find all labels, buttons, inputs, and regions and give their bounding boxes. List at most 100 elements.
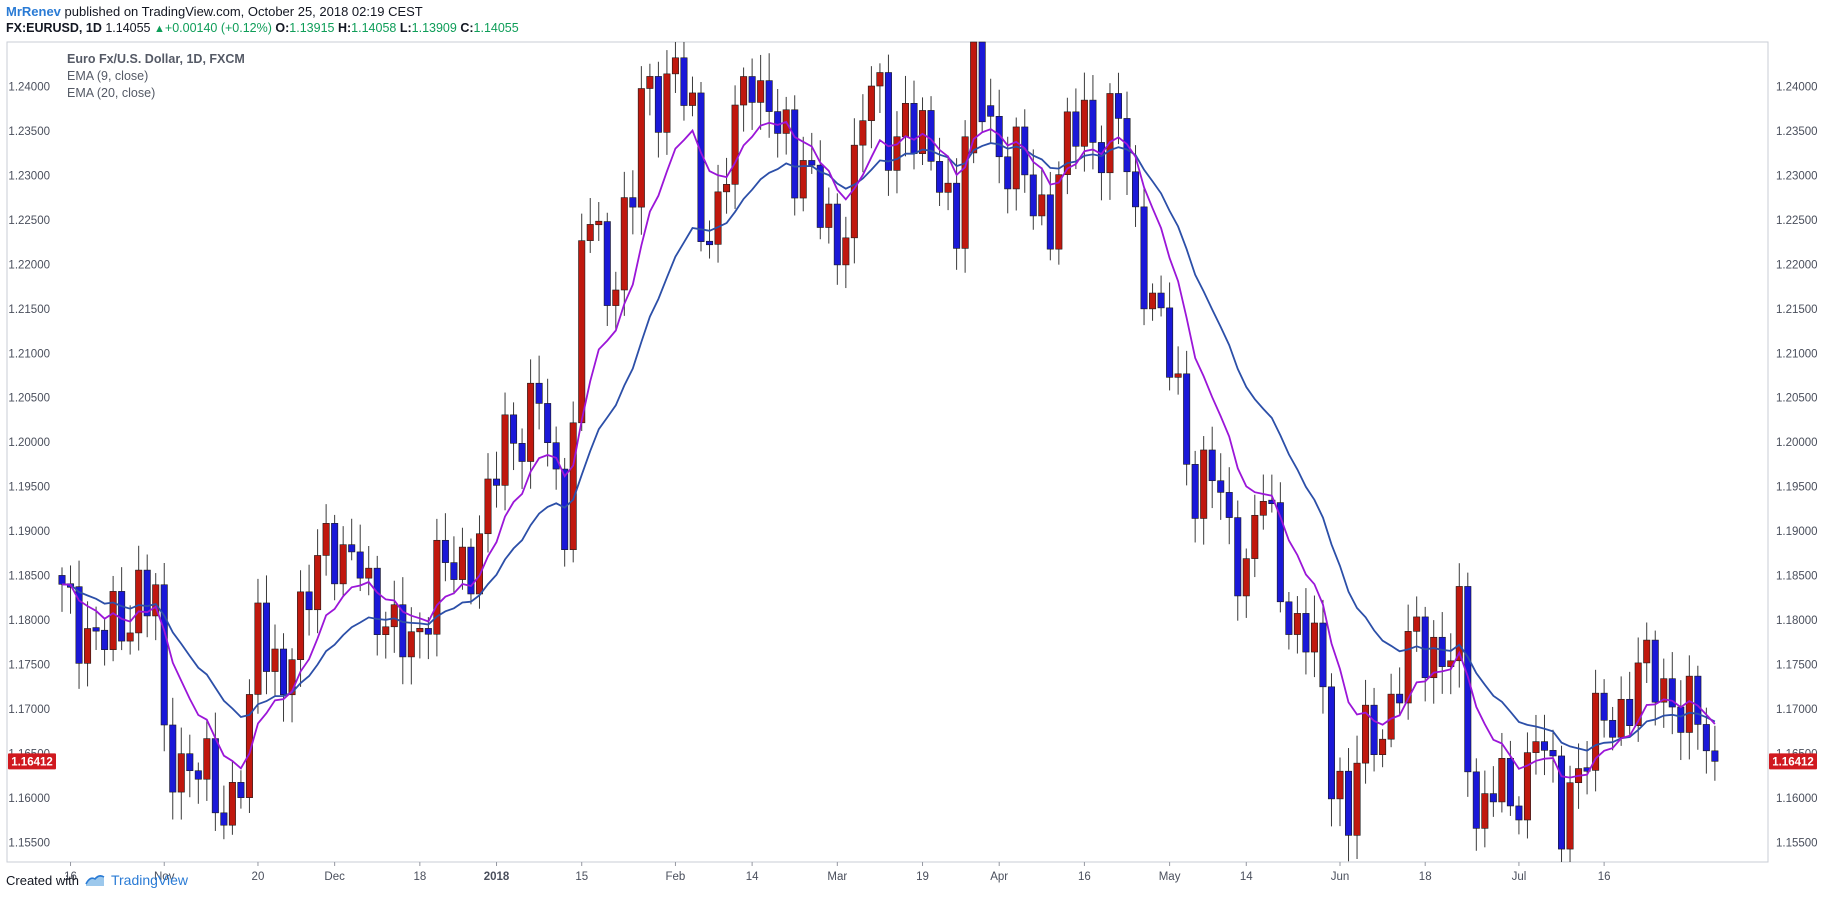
candle-down <box>169 724 177 793</box>
candle-up <box>944 182 952 193</box>
publish-line: MrRenev published on TradingView.com, Oc… <box>6 4 423 19</box>
candle-up <box>825 203 833 228</box>
y-tick-label-left: 1.20000 <box>8 437 50 449</box>
candle-up <box>1532 741 1540 753</box>
chart-legend: Euro Fx/U.S. Dollar, 1D, FXCM EMA (9, cl… <box>67 51 245 102</box>
candle-down <box>160 584 168 726</box>
candle-down <box>748 76 756 103</box>
candle-down <box>1558 755 1566 850</box>
candle-up <box>1523 752 1531 821</box>
y-tick-label-right: 1.16000 <box>1776 793 1818 805</box>
candle-up <box>458 546 466 580</box>
candle-down <box>706 240 714 246</box>
y-tick-label-left: 1.22000 <box>8 259 50 271</box>
candle-down <box>441 539 449 563</box>
tradingview-link[interactable]: TradingView <box>110 872 189 888</box>
low-label: L: <box>399 21 412 35</box>
candle-up <box>1310 622 1318 653</box>
candle-down <box>654 76 662 133</box>
candle-down <box>1702 724 1710 752</box>
candle-up <box>1251 514 1259 559</box>
candle-down <box>808 160 816 166</box>
candle-up <box>799 160 807 199</box>
candle-up <box>1336 770 1344 800</box>
candle-down <box>544 403 552 443</box>
candle-down <box>1626 698 1634 726</box>
y-tick-label-right: 1.19500 <box>1776 482 1818 494</box>
candle-down <box>561 468 569 550</box>
candle-down <box>884 72 892 171</box>
y-axis-left: 1.155001.160001.165001.170001.175001.180… <box>8 81 50 849</box>
candle-down <box>978 41 986 123</box>
candle-up <box>322 523 330 556</box>
x-tick-label: 16 <box>1078 871 1091 883</box>
candle-down <box>518 443 526 462</box>
candle-down <box>1668 678 1676 708</box>
candle-down <box>220 812 228 826</box>
y-tick-label-left: 1.22500 <box>8 215 50 227</box>
x-tick-label: 14 <box>1240 871 1253 883</box>
candle-up <box>365 567 373 579</box>
candle-down <box>1208 449 1216 482</box>
x-axis: 16 Nov 20 Dec 18 2018 15 Feb 14 Mar 19 Apr 16 May 14 Ju… <box>64 862 1611 883</box>
y-tick-label-right: 1.18500 <box>1776 571 1818 583</box>
footer: Created with TradingView <box>6 872 188 888</box>
candle-up <box>1379 738 1387 756</box>
candle-down <box>348 544 356 553</box>
candle-down <box>697 92 705 242</box>
candle-down <box>262 602 270 672</box>
y-tick-label-left: 1.23000 <box>8 170 50 182</box>
x-tick-label: Jul <box>1512 871 1527 883</box>
price-marker-left <box>8 753 56 770</box>
candle-down <box>1421 616 1429 679</box>
candle-down <box>936 161 944 193</box>
candle-up <box>1259 500 1267 516</box>
y-tick-label-left: 1.21000 <box>8 348 50 360</box>
candle-down <box>1609 719 1617 738</box>
candle-up <box>203 738 211 780</box>
candle-down <box>1166 307 1174 378</box>
candle-up <box>1404 631 1412 704</box>
candle-up <box>723 184 731 193</box>
candle-up <box>297 591 305 660</box>
candle-down <box>1276 502 1284 603</box>
candle-up <box>1242 558 1250 597</box>
y-tick-label-right: 1.22000 <box>1776 259 1818 271</box>
low-value: 1.13909 <box>411 21 457 35</box>
candle-down <box>493 478 501 486</box>
candle-down <box>1004 156 1012 190</box>
candle-up <box>245 694 253 798</box>
candle-up <box>1455 586 1463 662</box>
candle-down <box>1549 750 1557 757</box>
candle-down <box>816 164 824 228</box>
y-tick-label-left: 1.19500 <box>8 482 50 494</box>
y-tick-label-left: 1.21500 <box>8 304 50 316</box>
candle-up <box>126 632 134 642</box>
y-tick-label-right: 1.21000 <box>1776 348 1818 360</box>
candle-down <box>1370 704 1378 756</box>
candle-up <box>484 478 492 535</box>
price-marker-right <box>1769 753 1817 770</box>
y-tick-label-right: 1.20000 <box>1776 437 1818 449</box>
candle-down <box>1396 693 1404 704</box>
candle-down <box>1694 675 1702 725</box>
x-tick-label: 15 <box>575 871 588 883</box>
candle-down <box>118 591 126 642</box>
author-link[interactable]: MrRenev <box>6 4 61 19</box>
legend-symbol: Euro Fx/U.S. Dollar, 1D, FXCM <box>67 52 245 66</box>
candle-down <box>75 586 83 664</box>
candle-down <box>953 182 961 249</box>
candle-down <box>774 111 782 134</box>
candle-up <box>1293 613 1301 635</box>
candle-down <box>305 591 313 611</box>
candle-down <box>1140 206 1148 310</box>
candle-up <box>1055 174 1063 250</box>
candle-down <box>186 753 194 772</box>
candle-up <box>109 591 117 650</box>
candle-up <box>1643 639 1651 664</box>
y-tick-label-left: 1.17500 <box>8 660 50 672</box>
candle-down <box>399 604 407 658</box>
candle-down <box>1540 741 1548 751</box>
candle-down <box>1651 639 1659 703</box>
